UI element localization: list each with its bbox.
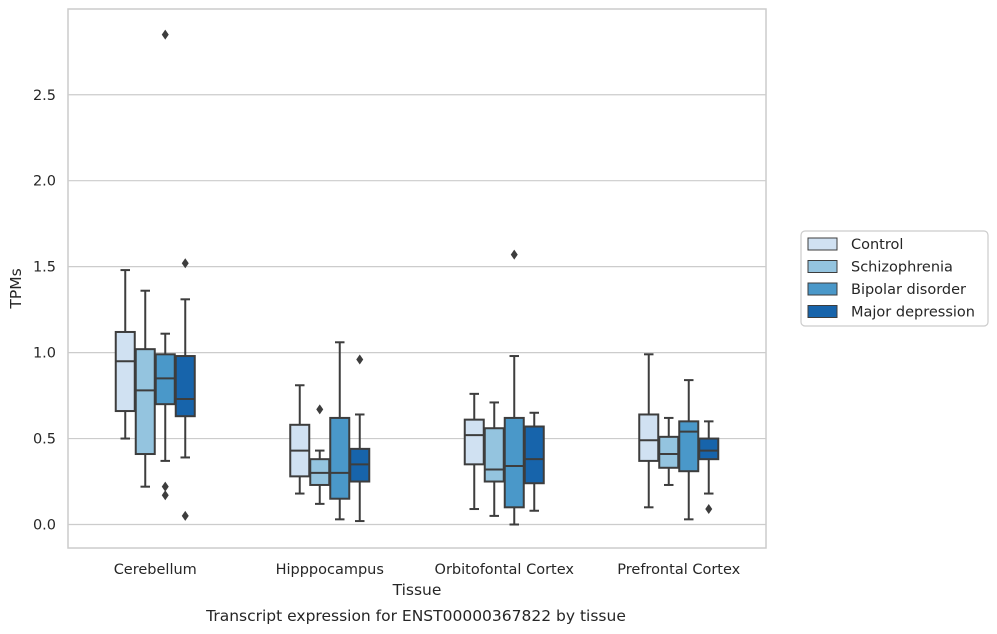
outlier-point — [705, 504, 713, 515]
legend-swatch — [807, 282, 838, 296]
legend: Control Schizophrenia Bipolar disorder Majo… — [800, 230, 989, 327]
box-group — [289, 341, 371, 523]
outlier-point — [316, 404, 324, 415]
y-tick-label: 0.0 — [33, 518, 56, 534]
box-group — [114, 29, 196, 521]
box — [114, 330, 136, 413]
chart-caption: Transcript expression for ENST0000036782… — [205, 607, 626, 625]
x-axis-title: Tissue — [392, 581, 442, 599]
box-groups — [114, 29, 720, 526]
legend-label: Bipolar disorder — [851, 282, 966, 298]
box — [678, 420, 700, 473]
x-tick-label: Cerebellum — [114, 562, 197, 578]
box — [658, 435, 680, 469]
legend-frame — [800, 230, 989, 327]
y-tick-label: 1.5 — [33, 260, 56, 276]
legend-swatch — [807, 237, 838, 251]
legend-swatch — [807, 260, 838, 273]
outlier-point — [181, 510, 189, 521]
legend-swatch — [807, 305, 838, 318]
box-group — [463, 249, 545, 526]
x-tick-label: Prefrontal Cortex — [617, 562, 740, 578]
outlier-point — [161, 490, 169, 501]
x-tick-label: Hipppocampus — [276, 562, 384, 578]
box — [483, 427, 505, 483]
y-axis-title: TPMs — [7, 268, 25, 309]
outlier-point — [510, 249, 518, 260]
x-tick-label: Orbitofontal Cortex — [435, 562, 575, 578]
y-tick-label: 0.5 — [33, 432, 56, 448]
box — [174, 355, 196, 418]
box — [134, 348, 156, 456]
box — [698, 437, 720, 461]
outlier-point — [356, 354, 364, 365]
box — [523, 425, 545, 485]
outlier-point — [161, 29, 169, 40]
box — [463, 418, 485, 466]
box — [638, 413, 660, 462]
outlier-point — [181, 258, 189, 269]
legend-label: Schizophrenia — [851, 260, 953, 276]
legend-label: Major depression — [851, 305, 975, 321]
box — [503, 416, 525, 509]
y-tick-label: 2.0 — [33, 174, 56, 190]
box-group — [638, 353, 720, 521]
plot-frame — [67, 8, 767, 549]
outlier-point — [161, 481, 169, 492]
y-tick-labels: 0.0 0.5 1.0 1.5 2.0 2.5 — [33, 88, 56, 534]
x-tick-labels: Cerebellum Hipppocampus Orbitofontal Corte… — [114, 562, 741, 578]
legend-label: Control — [851, 237, 903, 253]
y-tick-label: 2.5 — [33, 88, 56, 104]
y-tick-label: 1.0 — [33, 346, 56, 362]
box — [329, 416, 351, 500]
